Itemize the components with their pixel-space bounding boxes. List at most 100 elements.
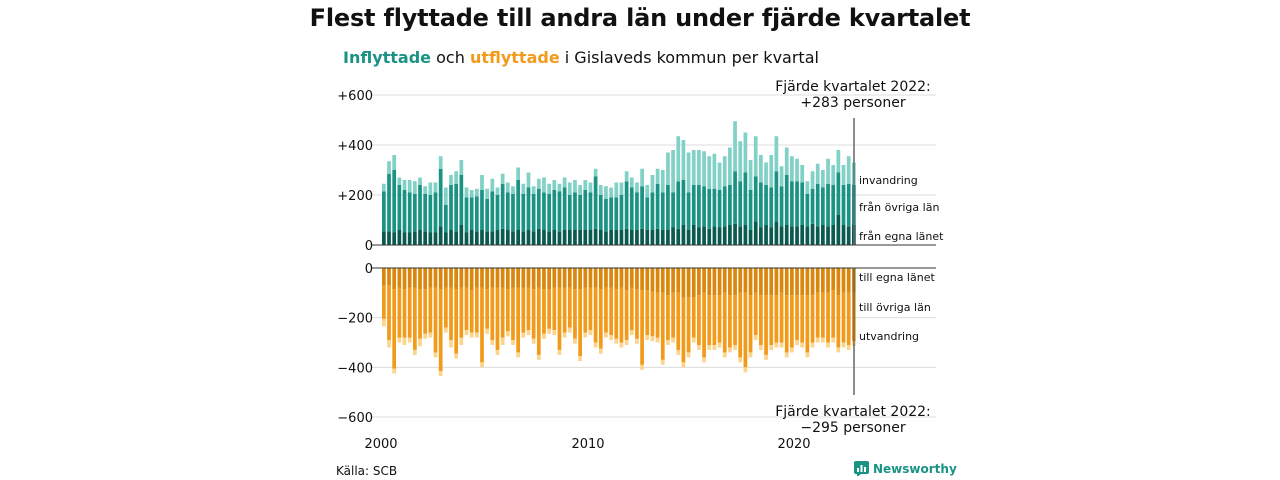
bar-in-other-counties [640, 186, 644, 229]
bar-in-other-counties [810, 188, 815, 224]
bar-in-other-counties [629, 187, 634, 230]
bar-out-other-counties [619, 287, 624, 343]
bar-in-own-county [836, 215, 841, 245]
bar-in-other-counties [387, 173, 391, 232]
bar-out-own-county [650, 268, 655, 292]
bar-in-other-counties [821, 187, 825, 225]
bar-out-other-counties [474, 287, 479, 333]
bar-in-other-counties [583, 190, 588, 230]
brand-name: Newsworthy [873, 461, 957, 476]
bar-in-own-county [686, 230, 691, 245]
bar-in-own-county [717, 227, 722, 245]
bar-in-own-county [831, 225, 836, 245]
bar-in-own-county [454, 231, 459, 245]
bar-in-other-counties [707, 188, 712, 229]
brand-logo[interactable]: Newsworthy [854, 461, 957, 476]
bar-out-other-counties [423, 289, 428, 334]
bar-in-immigration [454, 171, 459, 184]
bar-out-own-county [655, 268, 660, 293]
bar-out-other-counties [573, 289, 577, 339]
bar-in-other-counties [531, 193, 536, 232]
bar-in-own-county [511, 231, 515, 245]
bar-out-emigration [500, 337, 505, 345]
bar-in-own-county [593, 228, 598, 245]
bar-in-other-counties [795, 181, 799, 227]
bar-in-own-county [588, 230, 593, 245]
bar-out-other-counties [443, 287, 448, 328]
bar-in-own-county [614, 230, 619, 245]
series-label-out: till egna länet [859, 271, 935, 284]
bar-out-own-county [418, 268, 422, 290]
bar-out-emigration [629, 330, 634, 336]
bar-in-immigration [552, 180, 557, 190]
bar-out-emigration [697, 344, 701, 350]
bar-in-own-county [841, 225, 846, 245]
bar-in-own-county [397, 230, 402, 245]
bar-out-other-counties [655, 292, 660, 338]
bar-out-other-counties [624, 290, 629, 341]
bar-in-own-county [691, 225, 696, 245]
series-label-out: till övriga län [859, 301, 931, 314]
bar-out-own-county [609, 268, 613, 288]
bar-in-other-counties [645, 197, 650, 230]
bar-out-other-counties [614, 289, 619, 339]
bar-out-emigration [552, 330, 557, 336]
bar-in-own-county [449, 230, 453, 245]
bar-in-immigration [624, 171, 629, 182]
bar-in-immigration [407, 180, 412, 193]
bar-out-emigration [640, 364, 644, 370]
bar-out-other-counties [691, 297, 696, 338]
bar-out-own-county [511, 268, 515, 288]
bar-out-emigration [800, 342, 805, 348]
bar-in-other-counties [562, 187, 567, 230]
bar-in-immigration [815, 163, 820, 184]
bar-out-own-county [826, 268, 830, 293]
bar-out-emigration [485, 328, 490, 334]
bar-out-emigration [655, 337, 660, 343]
bar-in-own-county [826, 226, 830, 245]
bar-in-other-counties [438, 168, 443, 227]
bar-in-own-county [480, 230, 484, 245]
bar-out-own-county [697, 268, 701, 296]
y-tick-label-top: +600 [337, 89, 373, 104]
bar-in-immigration [412, 181, 417, 194]
bar-out-other-counties [604, 287, 608, 333]
bar-in-other-counties [826, 183, 830, 227]
bar-out-other-counties [397, 287, 402, 338]
bar-out-emigration [722, 352, 727, 358]
bar-out-emigration [784, 352, 789, 358]
bar-in-immigration [382, 183, 386, 192]
bar-out-own-county [593, 268, 598, 288]
bar-in-immigration [588, 182, 593, 193]
bar-out-own-county [805, 268, 810, 296]
bar-in-other-counties [676, 181, 681, 229]
bar-in-immigration [666, 152, 670, 185]
bar-out-emigration [774, 342, 779, 348]
bar-in-immigration [733, 121, 737, 172]
bar-in-own-county [784, 225, 789, 245]
bar-out-emigration [464, 330, 469, 336]
bar-in-own-county [821, 225, 825, 245]
bar-out-emigration [831, 337, 836, 343]
bar-out-own-county [526, 268, 531, 288]
bar-out-own-county [800, 268, 805, 296]
bar-out-emigration [728, 347, 732, 353]
bar-out-emigration [433, 352, 438, 358]
bar-in-own-county [697, 227, 701, 245]
bar-in-other-counties [593, 176, 598, 229]
bar-out-other-counties [795, 295, 799, 341]
bar-in-own-county [733, 223, 737, 245]
bar-in-other-counties [764, 185, 768, 225]
bar-out-own-county [521, 268, 526, 288]
bar-out-other-counties [526, 287, 531, 331]
bar-in-own-county [738, 226, 743, 245]
chart-title: Flest flyttade till andra län under fjär… [309, 4, 971, 32]
series-label-in: från övriga län [859, 201, 939, 214]
bar-in-immigration [619, 182, 624, 195]
bar-out-own-county [722, 268, 727, 293]
bar-in-immigration [511, 186, 515, 194]
bar-in-other-counties [392, 170, 397, 233]
bar-out-emigration [681, 362, 686, 368]
bar-out-emigration [717, 342, 722, 348]
